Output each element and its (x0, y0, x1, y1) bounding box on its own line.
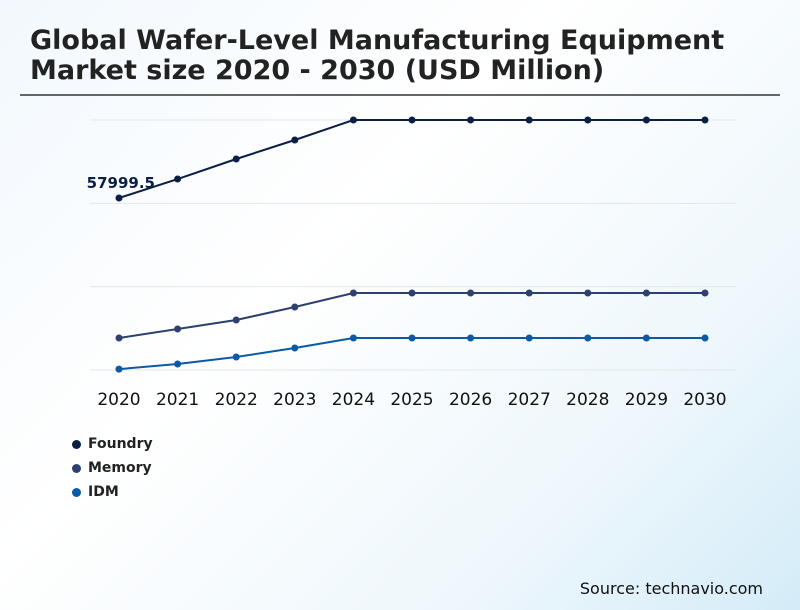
data-point-idm (525, 334, 533, 342)
x-tick-label: 2030 (683, 390, 726, 410)
data-point-idm (408, 334, 416, 342)
title-divider (20, 94, 780, 96)
chart-title: Global Wafer-Level Manufacturing Equipme… (30, 25, 725, 86)
data-point-memory (525, 289, 533, 297)
x-tick-label: 2022 (215, 390, 258, 410)
data-point-memory (584, 289, 592, 297)
data-point-idm (701, 334, 709, 342)
data-point-foundry (642, 116, 650, 124)
data-point-memory (232, 316, 240, 324)
data-point-idm (291, 344, 299, 352)
x-tick-label: 2020 (97, 390, 140, 410)
data-point-idm (584, 334, 592, 342)
legend-marker (72, 439, 81, 449)
x-tick-label: 2023 (273, 390, 316, 410)
data-point-foundry (115, 194, 123, 202)
data-point-foundry (349, 116, 357, 124)
data-label: 57999.5 (87, 174, 155, 192)
data-point-idm (115, 365, 123, 373)
data-point-foundry (232, 155, 240, 163)
data-point-memory (408, 289, 416, 297)
data-point-idm (349, 334, 357, 342)
data-point-memory (642, 289, 650, 297)
data-point-idm (174, 360, 182, 368)
data-point-memory (115, 334, 123, 342)
data-point-foundry (584, 116, 592, 124)
data-point-memory (467, 289, 475, 297)
x-tick-label: 2027 (508, 390, 551, 410)
legend-label: Foundry (88, 436, 153, 452)
data-point-foundry (291, 136, 299, 144)
x-tick-label: 2029 (625, 390, 668, 410)
x-tick-label: 2026 (449, 390, 492, 410)
source-label: Source: technavio.com (579, 579, 763, 598)
data-point-idm (467, 334, 475, 342)
data-point-foundry (408, 116, 416, 124)
legend-item-foundry: Foundry (72, 436, 153, 452)
data-point-memory (174, 325, 182, 333)
data-point-foundry (701, 116, 709, 124)
data-point-foundry (467, 116, 475, 124)
x-tick-label: 2025 (390, 390, 433, 410)
data-point-foundry (525, 116, 533, 124)
legend-label: IDM (88, 484, 119, 500)
series-line-memory (118, 292, 705, 339)
legend-marker (72, 487, 81, 497)
series-line-foundry (118, 119, 705, 199)
legend-item-idm: IDM (72, 484, 119, 500)
x-tick-label: 2028 (566, 390, 609, 410)
data-point-memory (349, 289, 357, 297)
x-tick-label: 2024 (332, 390, 375, 410)
legend-label: Memory (88, 460, 152, 476)
data-point-memory (701, 289, 709, 297)
data-point-foundry (174, 175, 182, 183)
x-tick-label: 2021 (156, 390, 199, 410)
legend-marker (72, 463, 81, 473)
data-point-memory (291, 303, 299, 311)
data-point-idm (642, 334, 650, 342)
series-line-idm (118, 337, 705, 371)
legend-item-memory: Memory (72, 460, 152, 476)
data-point-idm (232, 353, 240, 361)
